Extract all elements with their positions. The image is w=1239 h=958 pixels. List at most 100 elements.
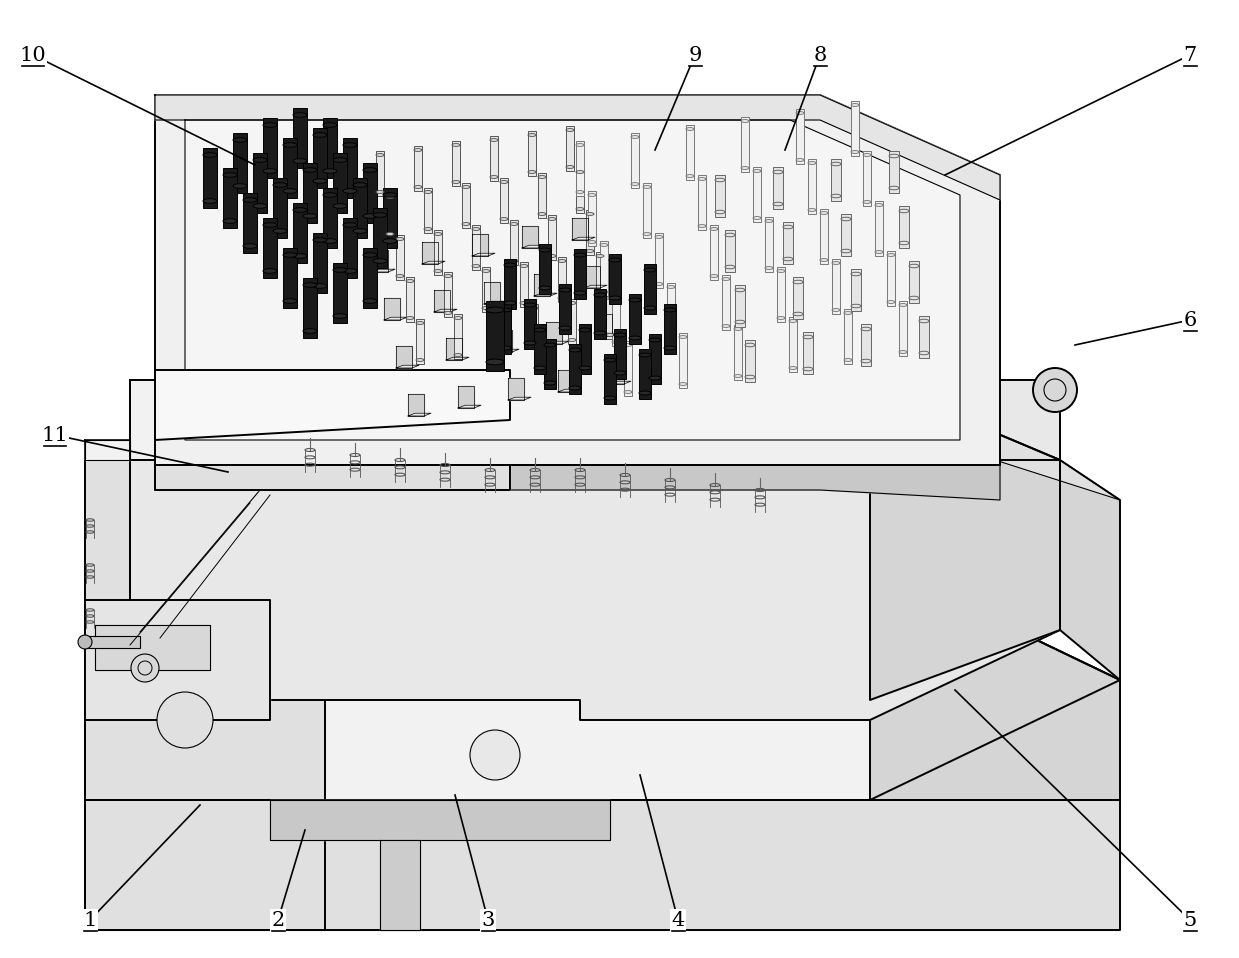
Ellipse shape: [715, 178, 725, 182]
Ellipse shape: [534, 328, 546, 332]
Bar: [783, 222, 793, 264]
Bar: [715, 175, 725, 217]
Ellipse shape: [520, 264, 528, 267]
Polygon shape: [546, 322, 563, 344]
Bar: [644, 264, 655, 314]
Ellipse shape: [499, 346, 510, 350]
Ellipse shape: [373, 259, 387, 263]
Bar: [631, 133, 639, 188]
Ellipse shape: [343, 269, 357, 273]
Ellipse shape: [504, 301, 515, 305]
Polygon shape: [608, 362, 624, 384]
Ellipse shape: [203, 198, 217, 203]
Text: 9: 9: [689, 45, 701, 64]
Bar: [504, 259, 515, 309]
Polygon shape: [508, 378, 524, 400]
Bar: [808, 159, 817, 214]
Ellipse shape: [444, 311, 452, 314]
Polygon shape: [572, 218, 589, 240]
Bar: [698, 175, 706, 230]
Polygon shape: [408, 413, 431, 416]
Bar: [273, 178, 287, 238]
Bar: [789, 317, 797, 372]
Ellipse shape: [610, 258, 621, 262]
Polygon shape: [472, 234, 488, 256]
Ellipse shape: [387, 233, 394, 236]
Ellipse shape: [793, 312, 803, 316]
Ellipse shape: [764, 219, 773, 222]
Polygon shape: [608, 381, 631, 384]
Bar: [375, 151, 384, 196]
Ellipse shape: [292, 113, 307, 117]
Ellipse shape: [773, 171, 783, 173]
Polygon shape: [584, 266, 600, 288]
Text: 2: 2: [271, 910, 285, 929]
Ellipse shape: [282, 143, 297, 148]
Bar: [501, 178, 508, 223]
Bar: [833, 259, 840, 314]
Bar: [343, 218, 357, 278]
Ellipse shape: [733, 375, 742, 377]
Ellipse shape: [313, 284, 327, 288]
Bar: [462, 183, 470, 228]
Polygon shape: [155, 95, 1000, 465]
Ellipse shape: [722, 278, 730, 281]
Bar: [492, 309, 501, 354]
Bar: [292, 203, 307, 263]
Ellipse shape: [406, 280, 414, 283]
Polygon shape: [508, 398, 532, 400]
Bar: [566, 126, 574, 171]
Bar: [643, 183, 650, 238]
Ellipse shape: [243, 243, 256, 248]
Bar: [223, 168, 237, 228]
Ellipse shape: [304, 283, 317, 287]
Polygon shape: [408, 394, 424, 416]
Text: 3: 3: [481, 910, 494, 929]
Bar: [900, 301, 907, 356]
Ellipse shape: [333, 204, 347, 208]
Ellipse shape: [600, 243, 608, 246]
Ellipse shape: [644, 306, 655, 310]
Ellipse shape: [524, 341, 536, 345]
Bar: [396, 235, 404, 280]
Ellipse shape: [263, 269, 278, 273]
Polygon shape: [384, 298, 400, 320]
Bar: [406, 277, 414, 322]
Ellipse shape: [292, 208, 307, 213]
Bar: [482, 267, 489, 312]
Polygon shape: [472, 253, 496, 256]
Ellipse shape: [282, 299, 297, 304]
Bar: [589, 191, 596, 246]
Polygon shape: [458, 386, 475, 408]
Polygon shape: [95, 625, 209, 670]
Bar: [777, 267, 786, 322]
Polygon shape: [85, 590, 325, 930]
Ellipse shape: [841, 249, 851, 253]
Ellipse shape: [273, 183, 287, 187]
Polygon shape: [458, 405, 481, 408]
Ellipse shape: [831, 194, 841, 197]
Ellipse shape: [596, 291, 603, 294]
Ellipse shape: [593, 331, 606, 335]
Ellipse shape: [263, 169, 278, 173]
Bar: [569, 344, 581, 394]
Bar: [263, 118, 278, 178]
Polygon shape: [85, 440, 130, 460]
Ellipse shape: [593, 293, 606, 297]
Ellipse shape: [606, 333, 615, 336]
Ellipse shape: [486, 359, 504, 365]
Polygon shape: [870, 560, 1120, 800]
Ellipse shape: [624, 344, 632, 347]
Polygon shape: [85, 800, 1120, 930]
Ellipse shape: [375, 191, 384, 194]
Bar: [764, 217, 773, 272]
Circle shape: [1033, 368, 1077, 412]
Polygon shape: [185, 120, 960, 440]
Ellipse shape: [530, 307, 538, 309]
Ellipse shape: [558, 260, 566, 262]
Ellipse shape: [667, 285, 675, 288]
Ellipse shape: [566, 128, 574, 131]
Text: 10: 10: [20, 45, 46, 64]
Bar: [745, 340, 755, 382]
Ellipse shape: [492, 349, 501, 352]
